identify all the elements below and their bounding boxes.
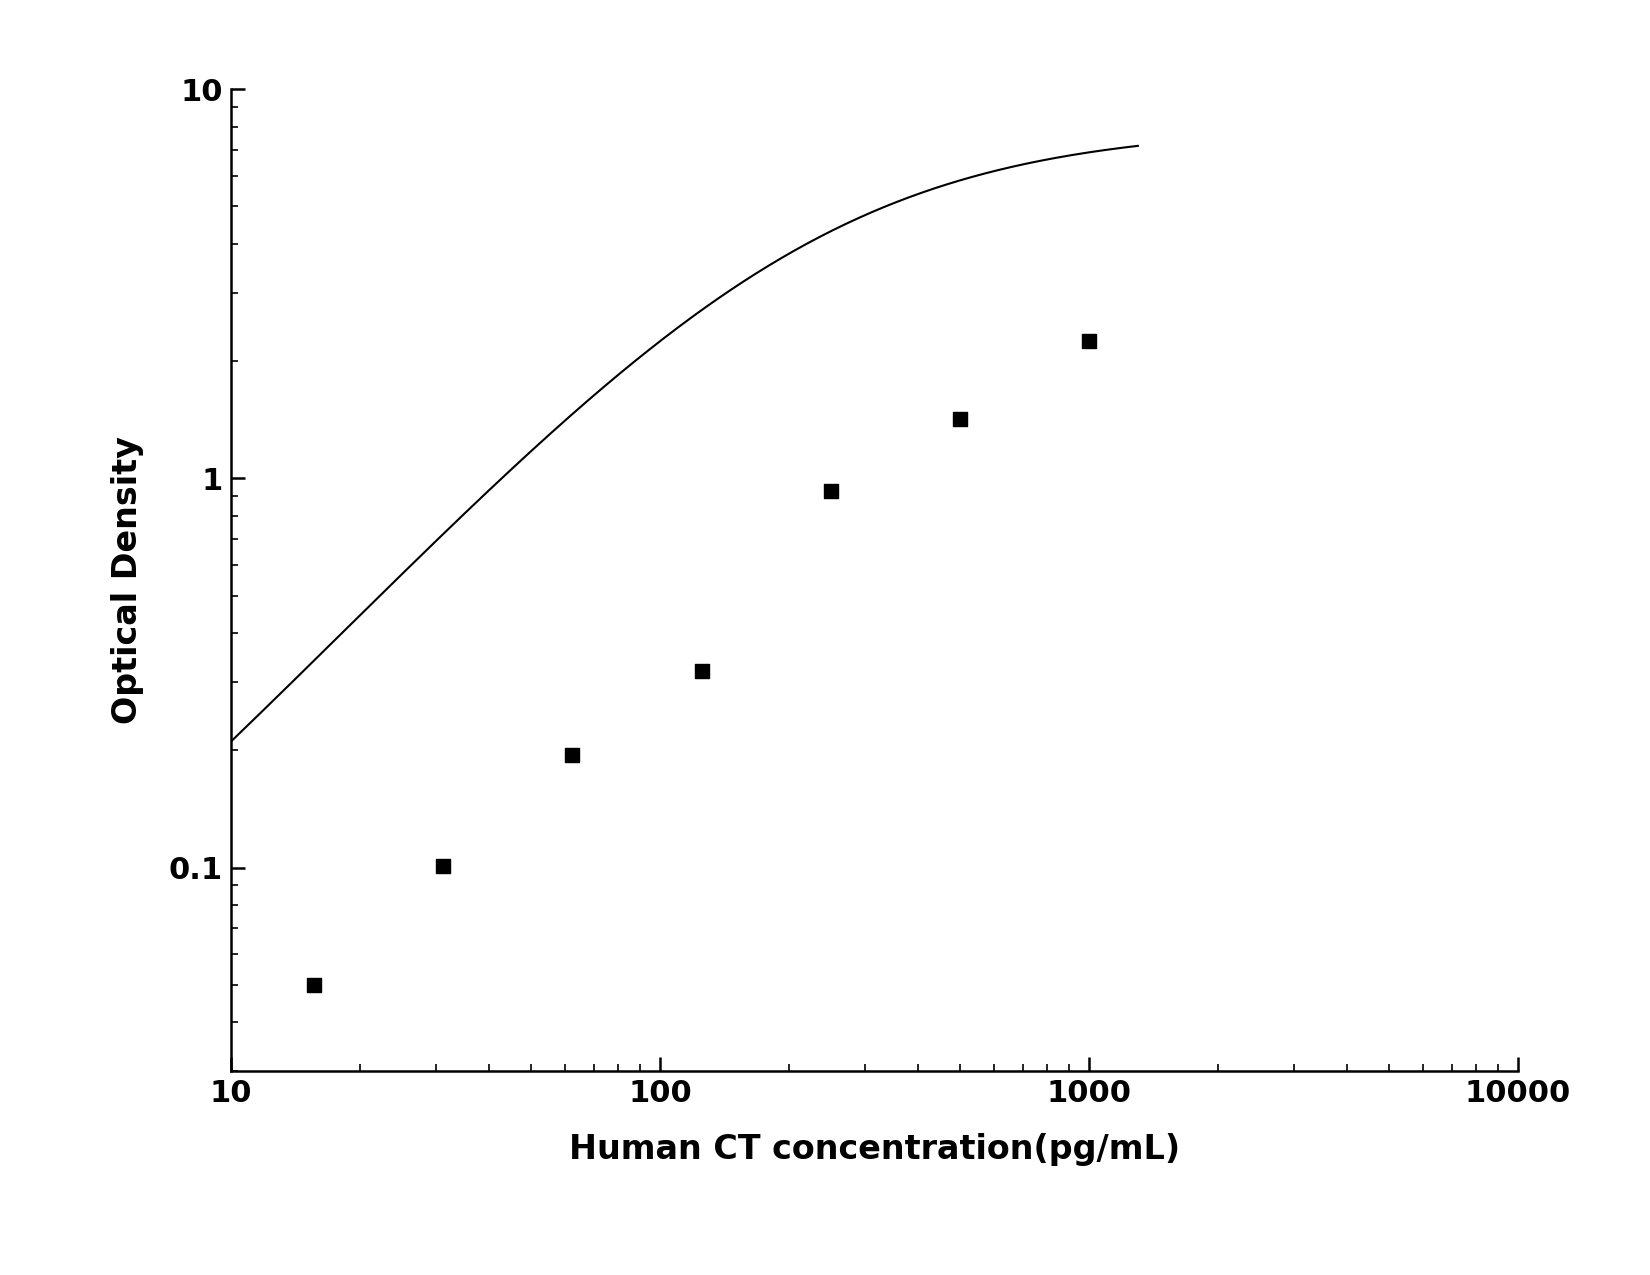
Point [1076, 332, 1102, 352]
Point [817, 481, 843, 501]
Point [688, 660, 714, 681]
Point [947, 409, 973, 430]
Point [559, 745, 586, 765]
X-axis label: Human CT concentration(pg/mL): Human CT concentration(pg/mL) [569, 1133, 1180, 1167]
Point [300, 974, 327, 994]
Point [431, 856, 457, 876]
Y-axis label: Optical Density: Optical Density [111, 436, 144, 724]
